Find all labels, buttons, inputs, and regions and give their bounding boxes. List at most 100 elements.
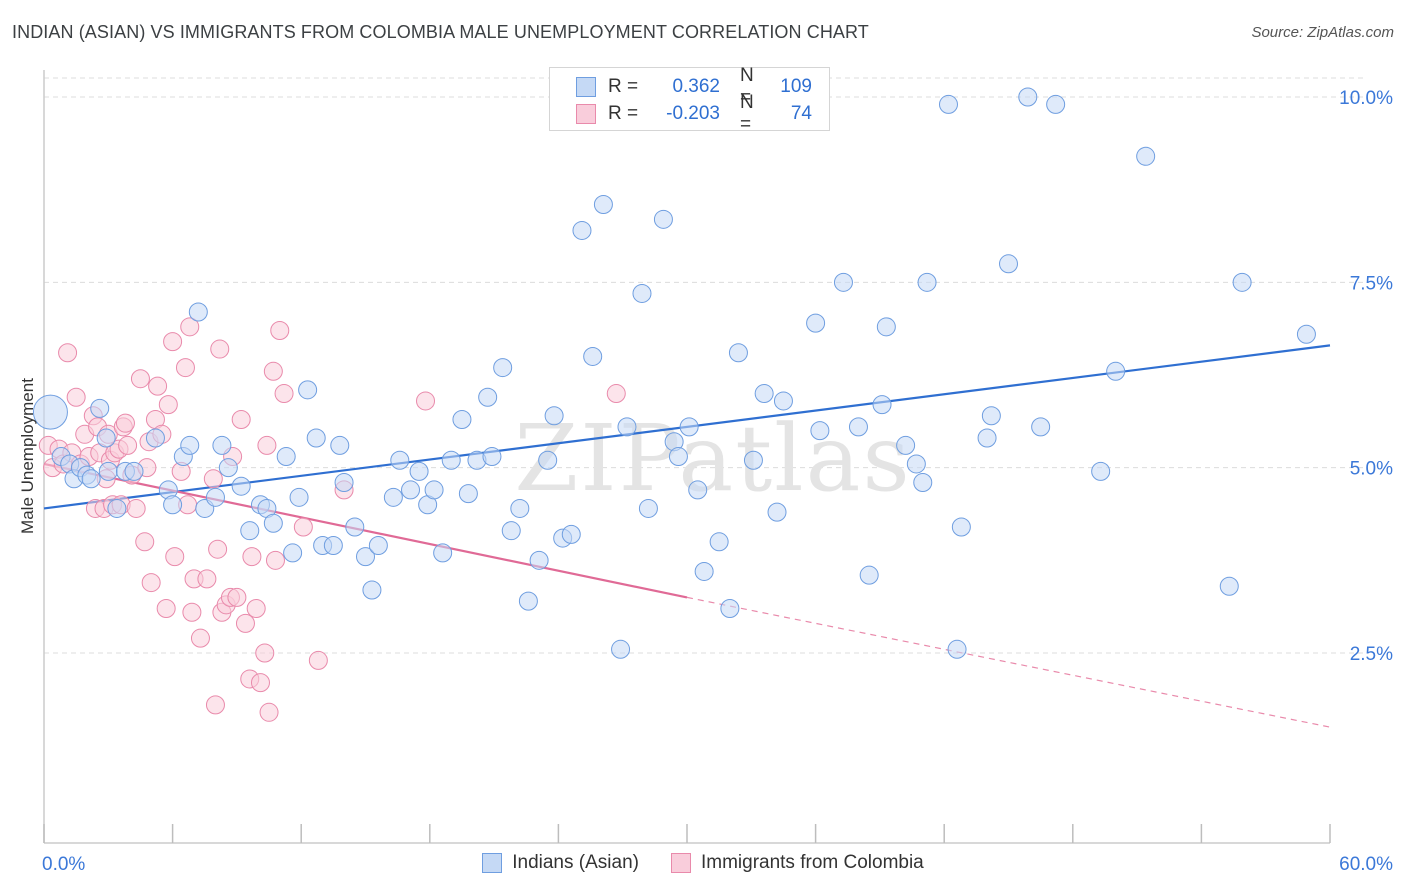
data-point (182, 602, 202, 622)
data-point (1046, 94, 1066, 114)
x-tick-label: 0.0% (42, 854, 85, 875)
legend-swatch-colombia (576, 104, 596, 124)
data-point (270, 321, 290, 341)
legend-item-colombia[interactable]: Immigrants from Colombia (670, 852, 924, 874)
data-point (561, 524, 581, 544)
data-point (66, 387, 86, 407)
data-point (148, 376, 168, 396)
data-point (913, 472, 933, 492)
data-point (754, 384, 774, 404)
data-point (1219, 576, 1239, 596)
data-points (32, 87, 1316, 722)
legend-r-label: R = (608, 76, 639, 97)
data-point (1106, 361, 1126, 381)
x-tick-label: 60.0% (1339, 854, 1393, 875)
data-point (274, 384, 294, 404)
data-point (709, 532, 729, 552)
data-point (833, 272, 853, 292)
data-point (668, 447, 688, 467)
data-point (345, 517, 365, 537)
data-point (130, 369, 150, 389)
data-point (250, 673, 270, 693)
data-point (235, 613, 255, 633)
data-point (231, 409, 251, 429)
legend-r-value: -0.203 (666, 103, 720, 124)
data-point (32, 394, 68, 430)
y-tick-label: 10.0% (1339, 88, 1393, 109)
data-point (203, 469, 223, 489)
data-point (263, 361, 283, 381)
data-point (632, 283, 652, 303)
data-point (401, 480, 421, 500)
data-point (276, 447, 296, 467)
data-point (951, 517, 971, 537)
axes (43, 70, 1331, 844)
legend-n-value: 74 (790, 103, 812, 124)
data-point (1031, 417, 1051, 437)
data-point (126, 498, 146, 518)
data-point (501, 521, 521, 541)
y-tick-label: 2.5% (1350, 644, 1393, 665)
data-point (362, 580, 382, 600)
data-point (1091, 461, 1111, 481)
data-point (218, 458, 238, 478)
data-point (190, 628, 210, 648)
data-point (227, 587, 247, 607)
data-point (572, 220, 592, 240)
data-point (1136, 146, 1156, 166)
legend-n-value: 109 (780, 76, 812, 97)
data-point (289, 487, 309, 507)
data-point (368, 536, 388, 556)
data-point (90, 398, 110, 418)
data-point (906, 454, 926, 474)
data-point (330, 435, 350, 455)
data-point (510, 498, 530, 518)
legend-row-indians: R = 0.362 N = 109 (550, 65, 812, 108)
data-point (158, 395, 178, 415)
data-point (98, 461, 118, 481)
data-point (917, 272, 937, 292)
y-tick-label: 5.0% (1350, 459, 1393, 480)
data-point (848, 417, 868, 437)
data-point (356, 547, 375, 567)
data-point (1018, 87, 1038, 107)
data-point (593, 194, 613, 214)
data-point (141, 573, 161, 593)
data-point (720, 599, 740, 619)
data-point (165, 547, 185, 567)
data-point (518, 591, 538, 611)
data-point (135, 532, 155, 552)
data-point (107, 498, 127, 518)
legend-item-indians[interactable]: Indians (Asian) (482, 852, 639, 874)
data-point (638, 498, 658, 518)
data-point (493, 358, 513, 378)
tick-labels: 2.5% 5.0% 7.5% 10.0% 0.0% 60.0% (42, 88, 1393, 875)
data-point (323, 536, 343, 556)
y-tick-label: 7.5% (1350, 273, 1393, 294)
legend-n-label: N = (740, 92, 754, 135)
data-point (96, 428, 116, 448)
series-legend: Indians (Asian) Immigrants from Colombia (0, 852, 1406, 874)
data-point (773, 391, 793, 411)
data-point (308, 650, 328, 670)
data-point (212, 435, 232, 455)
data-point (441, 450, 461, 470)
legend-label-colombia: Immigrants from Colombia (700, 852, 924, 873)
data-point (163, 332, 183, 352)
data-point (688, 480, 708, 500)
correlation-legend: R = 0.362 N = 109 R = -0.203 N = 74 (549, 65, 830, 135)
data-point (482, 447, 502, 467)
data-point (240, 521, 260, 541)
data-point (694, 561, 714, 581)
legend-r-value: 0.362 (672, 76, 720, 97)
data-point (180, 435, 200, 455)
data-point (175, 358, 195, 378)
data-point (208, 539, 228, 559)
data-point (617, 417, 637, 437)
data-point (383, 487, 403, 507)
data-point (180, 317, 200, 337)
data-point (611, 639, 631, 659)
data-point (859, 565, 879, 585)
data-point (977, 428, 997, 448)
